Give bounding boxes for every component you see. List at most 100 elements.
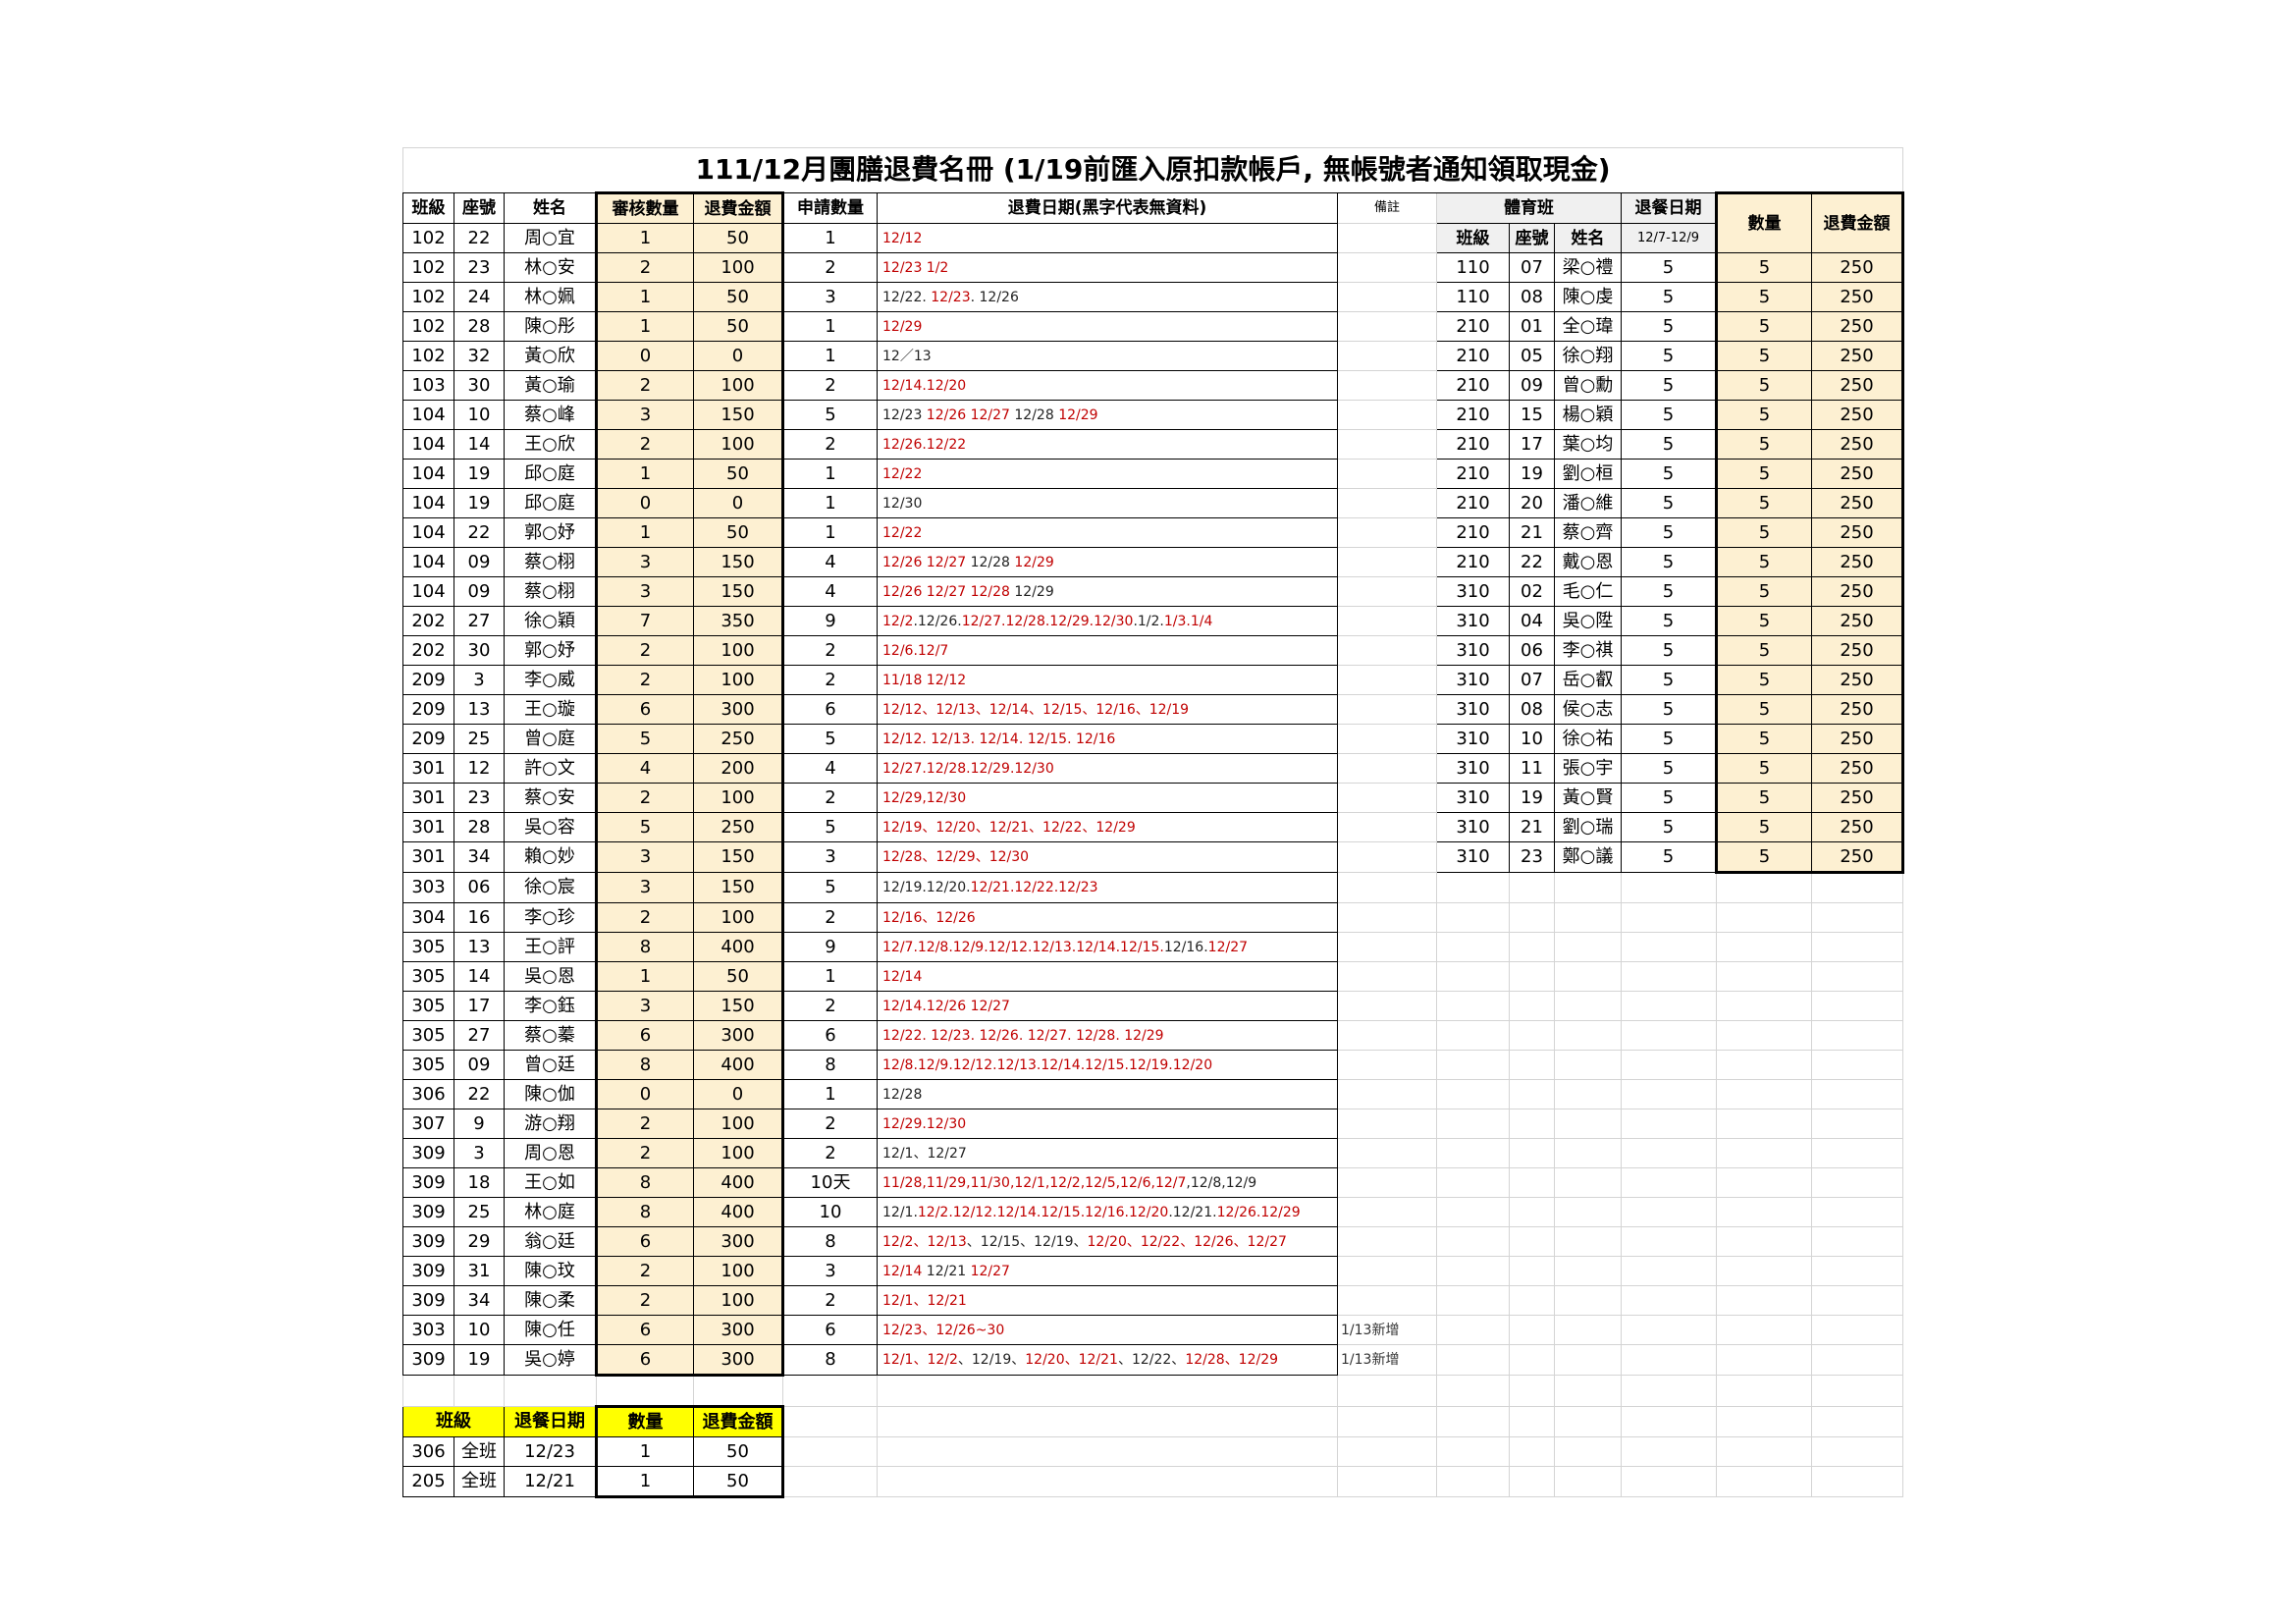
whole-class-qty-cell[interactable]: 1	[595, 1436, 694, 1467]
seat-cell[interactable]: 19	[454, 459, 505, 489]
seat-cell[interactable]: 24	[454, 282, 505, 312]
sports-days-cell[interactable]: 5	[1621, 341, 1717, 371]
name-cell[interactable]: 郭○妤	[504, 635, 597, 666]
empty-cell[interactable]	[782, 1466, 878, 1497]
sheet-title[interactable]: 111/12月團膳退費名冊 (1/19前匯入原扣款帳戶, 無帳號者通知領取現金)	[402, 147, 1903, 193]
refund-amount-cell[interactable]: 150	[693, 547, 784, 577]
note-cell[interactable]: 1/13新增	[1337, 1344, 1437, 1376]
seat-cell[interactable]: 14	[454, 429, 505, 460]
whole-class-class-cell[interactable]: 205	[402, 1466, 454, 1497]
refund-dates-cell[interactable]: 12/28、12/29、12/30	[877, 841, 1338, 873]
refund-amount-cell[interactable]: 50	[693, 517, 784, 548]
seat-cell[interactable]: 25	[454, 1197, 505, 1227]
empty-cell[interactable]	[1811, 872, 1903, 903]
sports-qty-cell[interactable]: 5	[1715, 459, 1812, 489]
whole-class-scope-cell[interactable]: 全班	[454, 1466, 505, 1497]
audit-qty-cell[interactable]: 2	[595, 252, 694, 283]
empty-cell[interactable]	[1509, 1344, 1555, 1376]
empty-cell[interactable]	[877, 1406, 1338, 1437]
apply-qty-cell[interactable]: 6	[782, 1020, 878, 1051]
sports-class-cell[interactable]: 210	[1436, 311, 1510, 342]
refund-amount-cell[interactable]: 250	[693, 724, 784, 754]
sports-class-cell[interactable]: 310	[1436, 812, 1510, 842]
sports-qty-cell[interactable]: 5	[1715, 724, 1812, 754]
note-cell[interactable]	[1337, 429, 1437, 460]
sports-qty-cell[interactable]: 5	[1715, 753, 1812, 784]
seat-cell[interactable]: 09	[454, 576, 505, 607]
audit-qty-cell[interactable]: 1	[595, 282, 694, 312]
sports-qty-cell[interactable]: 5	[1715, 635, 1812, 666]
refund-dates-cell[interactable]: 12/14.12/26 12/27	[877, 991, 1338, 1021]
name-cell[interactable]: 曾○庭	[504, 724, 597, 754]
empty-cell[interactable]	[1554, 1109, 1622, 1139]
sports-name-cell[interactable]: 岳○叡	[1554, 665, 1622, 695]
sports-days-cell[interactable]: 5	[1621, 665, 1717, 695]
empty-cell[interactable]	[1554, 932, 1622, 962]
sports-amount-cell[interactable]: 250	[1811, 341, 1904, 371]
empty-cell[interactable]	[877, 1436, 1338, 1467]
note-cell[interactable]	[1337, 812, 1437, 842]
seat-cell[interactable]: 3	[454, 665, 505, 695]
audit-qty-cell[interactable]: 1	[595, 517, 694, 548]
empty-cell[interactable]	[1554, 1285, 1622, 1316]
refund-dates-cell[interactable]: 12/6.12/7	[877, 635, 1338, 666]
empty-cell[interactable]	[1716, 1109, 1812, 1139]
apply-qty-cell[interactable]: 4	[782, 547, 878, 577]
empty-cell[interactable]	[1337, 1406, 1437, 1437]
whole-class-date-cell[interactable]: 12/21	[504, 1466, 597, 1497]
class-cell[interactable]: 209	[402, 694, 454, 725]
sports-amount-cell[interactable]: 250	[1811, 282, 1904, 312]
apply-qty-cell[interactable]: 3	[782, 1256, 878, 1286]
refund-amount-cell[interactable]: 150	[693, 400, 784, 430]
refund-dates-cell[interactable]: 12/1.12/2.12/12.12/14.12/15.12/16.12/20.…	[877, 1197, 1338, 1227]
empty-cell[interactable]	[1436, 1285, 1510, 1316]
sports-name-cell[interactable]: 蔡○齊	[1554, 517, 1622, 548]
empty-cell[interactable]	[1811, 991, 1903, 1021]
sports-seat-cell[interactable]: 10	[1509, 724, 1555, 754]
sports-amount-cell[interactable]: 250	[1811, 488, 1904, 518]
apply-qty-cell[interactable]: 1	[782, 311, 878, 342]
empty-cell[interactable]	[1716, 1375, 1812, 1407]
refund-amount-cell[interactable]: 100	[693, 370, 784, 401]
empty-cell[interactable]	[1554, 1406, 1622, 1437]
refund-amount-cell[interactable]: 100	[693, 1285, 784, 1316]
sports-seat-cell[interactable]: 19	[1509, 459, 1555, 489]
seat-cell[interactable]: 14	[454, 961, 505, 992]
sports-qty-cell[interactable]: 5	[1715, 429, 1812, 460]
class-cell[interactable]: 305	[402, 961, 454, 992]
note-cell[interactable]	[1337, 341, 1437, 371]
audit-qty-cell[interactable]: 2	[595, 1256, 694, 1286]
sports-days-cell[interactable]: 5	[1621, 459, 1717, 489]
sports-class-cell[interactable]: 310	[1436, 665, 1510, 695]
sports-amount-cell[interactable]: 250	[1811, 370, 1904, 401]
seat-cell[interactable]: 10	[454, 1315, 505, 1345]
class-cell[interactable]: 209	[402, 724, 454, 754]
sports-days-cell[interactable]: 5	[1621, 753, 1717, 784]
name-cell[interactable]: 王○欣	[504, 429, 597, 460]
seat-cell[interactable]: 13	[454, 694, 505, 725]
empty-cell[interactable]	[1554, 1256, 1622, 1286]
sports-seat-cell[interactable]: 02	[1509, 576, 1555, 607]
empty-cell[interactable]	[1621, 1285, 1717, 1316]
refund-dates-cell[interactable]: 12/19、12/20、12/21、12/22、12/29	[877, 812, 1338, 842]
name-cell[interactable]: 陳○任	[504, 1315, 597, 1345]
sports-class-cell[interactable]: 310	[1436, 753, 1510, 784]
sports-name-cell[interactable]: 吳○陞	[1554, 606, 1622, 636]
class-cell[interactable]: 102	[402, 311, 454, 342]
seat-cell[interactable]: 9	[454, 1109, 505, 1139]
sports-days-cell[interactable]: 5	[1621, 400, 1717, 430]
class-cell[interactable]: 104	[402, 547, 454, 577]
sports-days-cell[interactable]: 5	[1621, 606, 1717, 636]
empty-cell[interactable]	[1716, 1256, 1812, 1286]
empty-cell[interactable]	[1716, 1079, 1812, 1109]
empty-cell[interactable]	[1436, 991, 1510, 1021]
empty-cell[interactable]	[1621, 961, 1717, 992]
sports-seat-cell[interactable]: 05	[1509, 341, 1555, 371]
name-cell[interactable]: 林○姵	[504, 282, 597, 312]
sports-days-cell[interactable]: 5	[1621, 311, 1717, 342]
refund-dates-cell[interactable]: 11/28,11/29,11/30,12/1,12/2,12/5,12/6,12…	[877, 1167, 1338, 1198]
empty-cell[interactable]	[1716, 961, 1812, 992]
empty-cell[interactable]	[1554, 991, 1622, 1021]
apply-qty-cell[interactable]: 2	[782, 370, 878, 401]
sports-qty-cell[interactable]: 5	[1715, 606, 1812, 636]
